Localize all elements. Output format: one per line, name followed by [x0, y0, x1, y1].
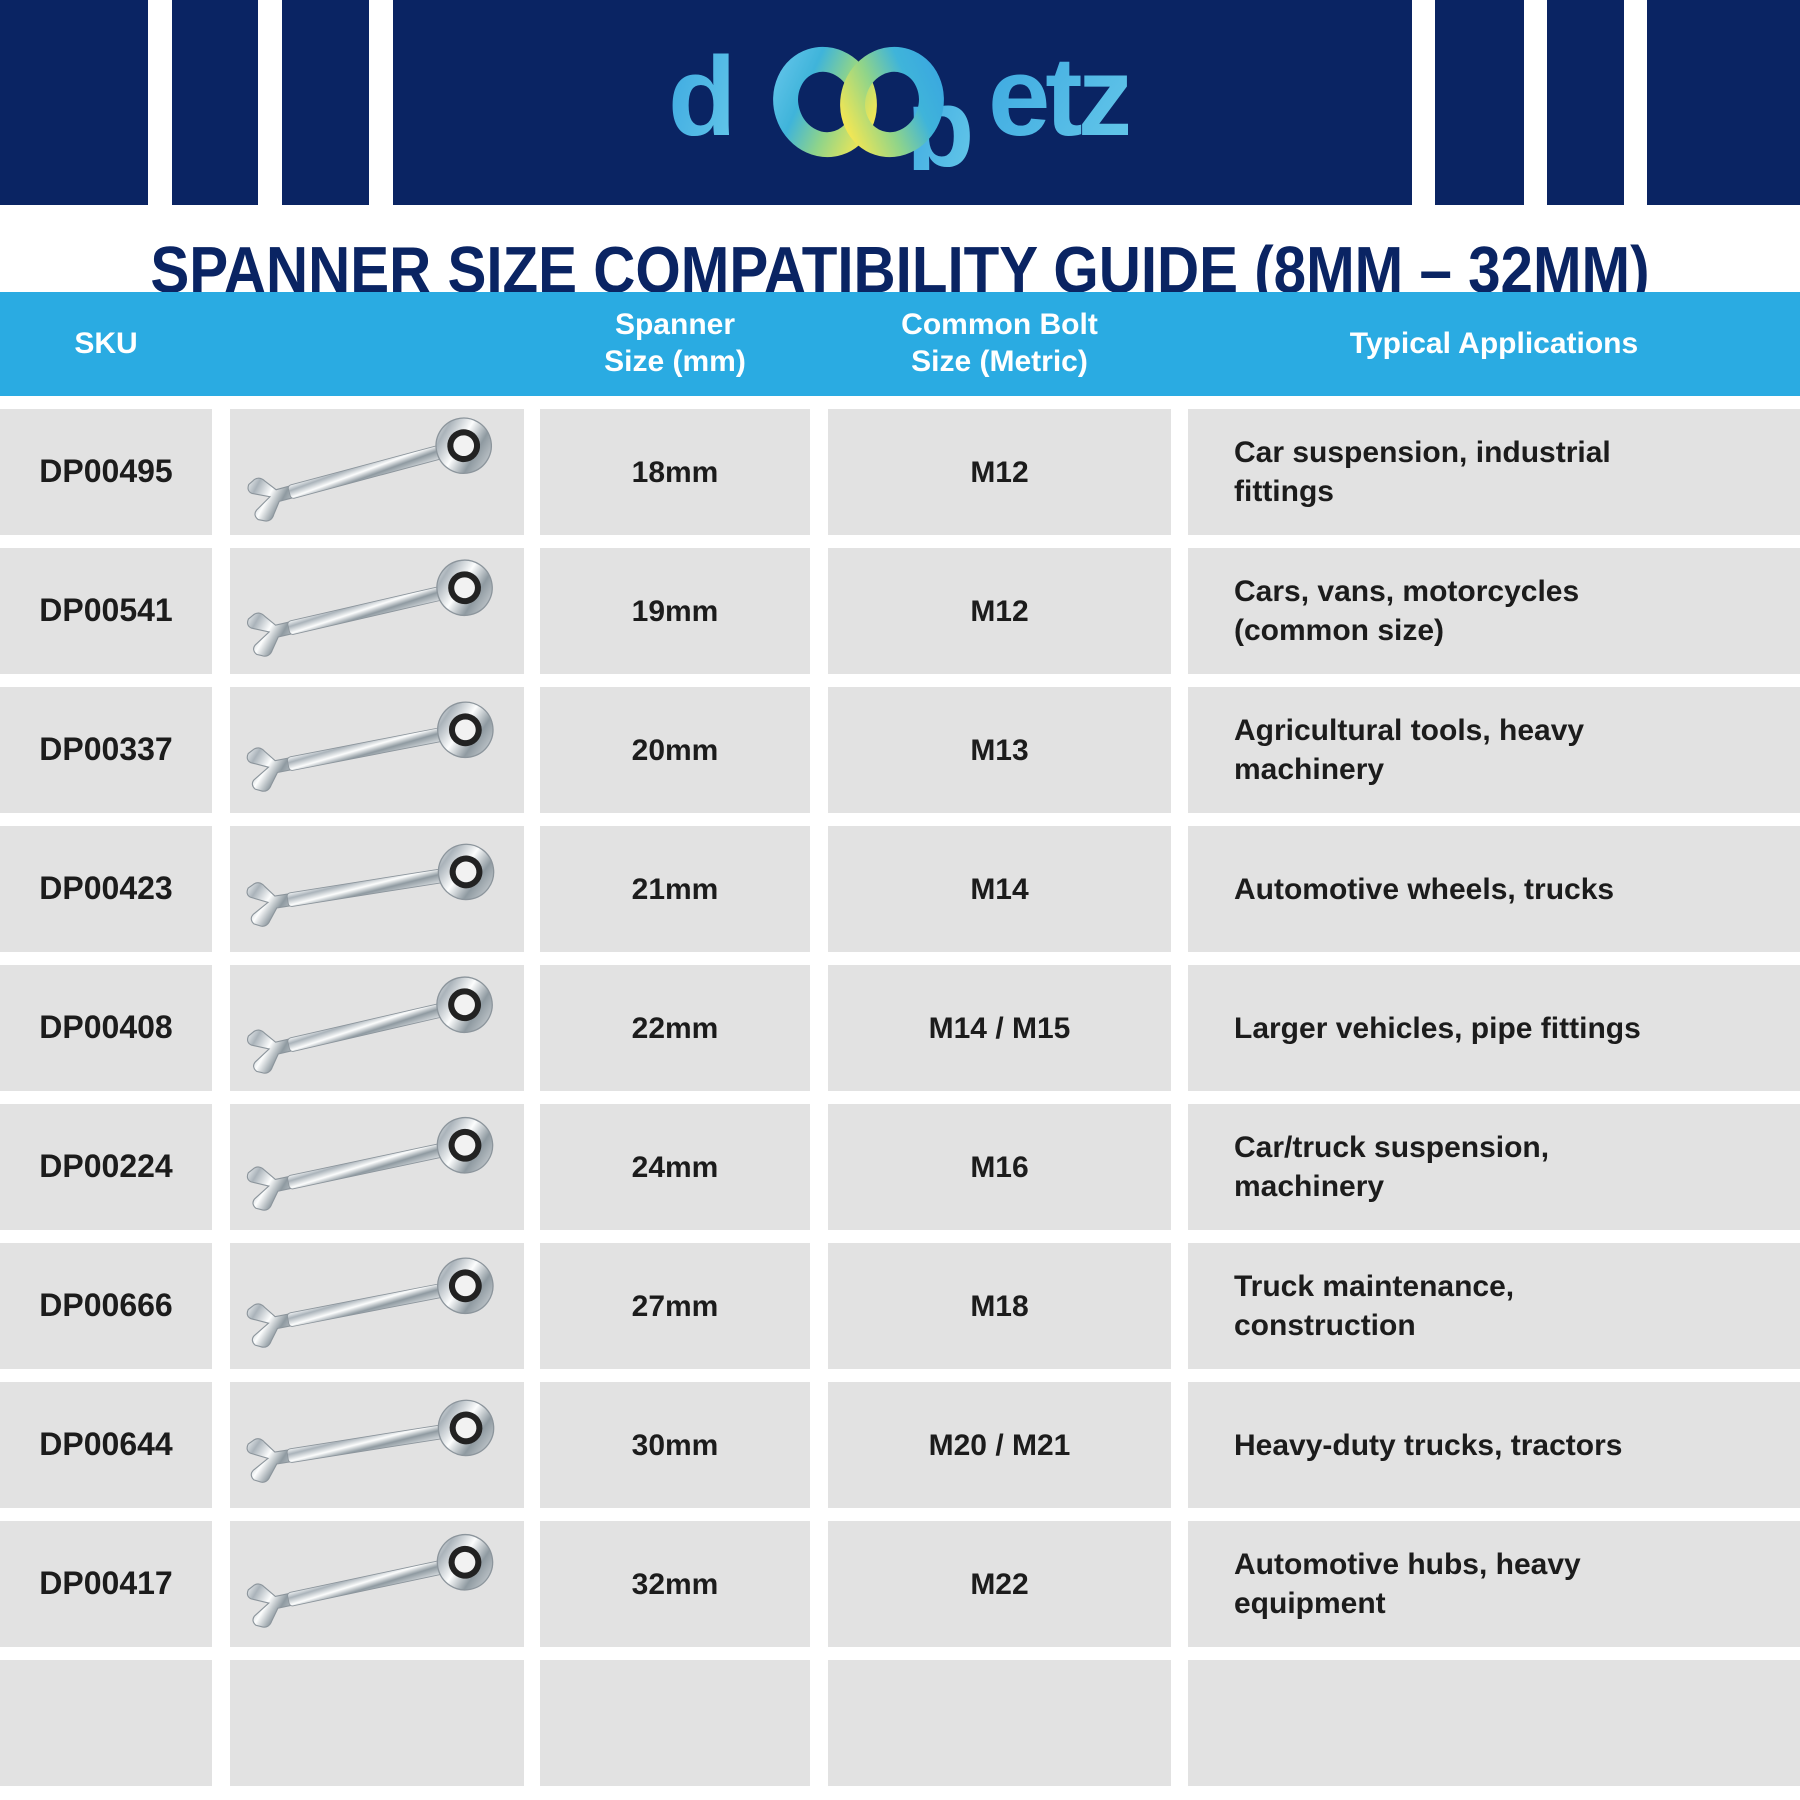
svg-text:etz: etz: [988, 34, 1128, 159]
svg-text:d: d: [668, 34, 734, 159]
